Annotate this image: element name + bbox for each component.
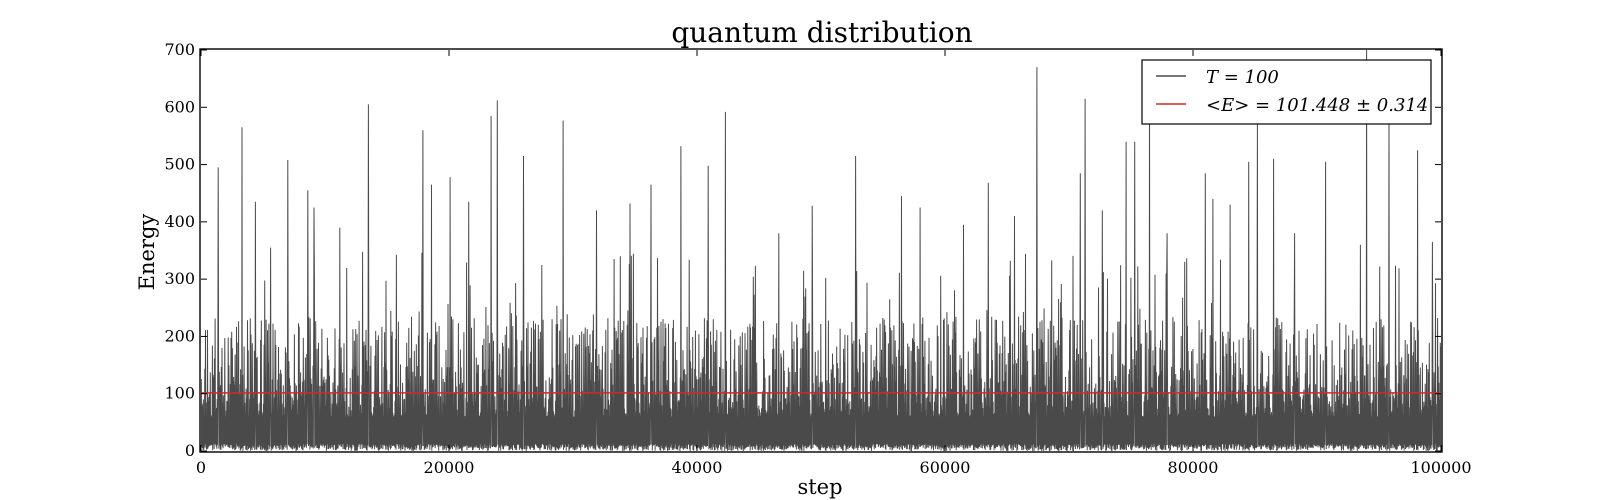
y-tick-label: 0 bbox=[185, 441, 195, 460]
axes-frame bbox=[199, 48, 1443, 453]
x-tick-label: 60000 bbox=[920, 458, 971, 477]
energy-trace bbox=[201, 50, 1441, 451]
plot-area bbox=[201, 50, 1441, 451]
legend-mean-label: <E> = 101.448 ± 0.314 bbox=[1206, 95, 1428, 116]
x-tick-label: 100000 bbox=[1410, 458, 1471, 477]
y-tick-label: 300 bbox=[164, 269, 195, 288]
y-tick-label: 700 bbox=[164, 40, 195, 59]
legend-box bbox=[1141, 59, 1432, 125]
y-axis-label: Energy bbox=[135, 214, 159, 291]
x-axis-label: step bbox=[797, 475, 842, 499]
x-tick-label: 20000 bbox=[424, 458, 475, 477]
energy-trace-line bbox=[201, 50, 1441, 451]
y-tick-label: 400 bbox=[164, 212, 195, 231]
y-tick-label: 100 bbox=[164, 384, 195, 403]
y-tick-label: 600 bbox=[164, 97, 195, 116]
y-axis-ticks: 0 100 200 300 400 500 600 700 bbox=[164, 40, 1441, 460]
legend: T = 100 <E> = 101.448 ± 0.314 bbox=[1141, 59, 1432, 125]
x-tick-label: 40000 bbox=[672, 458, 723, 477]
y-tick-label: 200 bbox=[164, 326, 195, 345]
x-tick-label: 80000 bbox=[1168, 458, 1219, 477]
chart-title: quantum distribution bbox=[671, 16, 972, 49]
legend-trace-label: T = 100 bbox=[1206, 67, 1279, 88]
x-axis-ticks: 0 20000 40000 60000 80000 100000 bbox=[196, 50, 1472, 477]
y-tick-label: 500 bbox=[164, 155, 195, 174]
x-tick-label: 0 bbox=[196, 458, 206, 477]
